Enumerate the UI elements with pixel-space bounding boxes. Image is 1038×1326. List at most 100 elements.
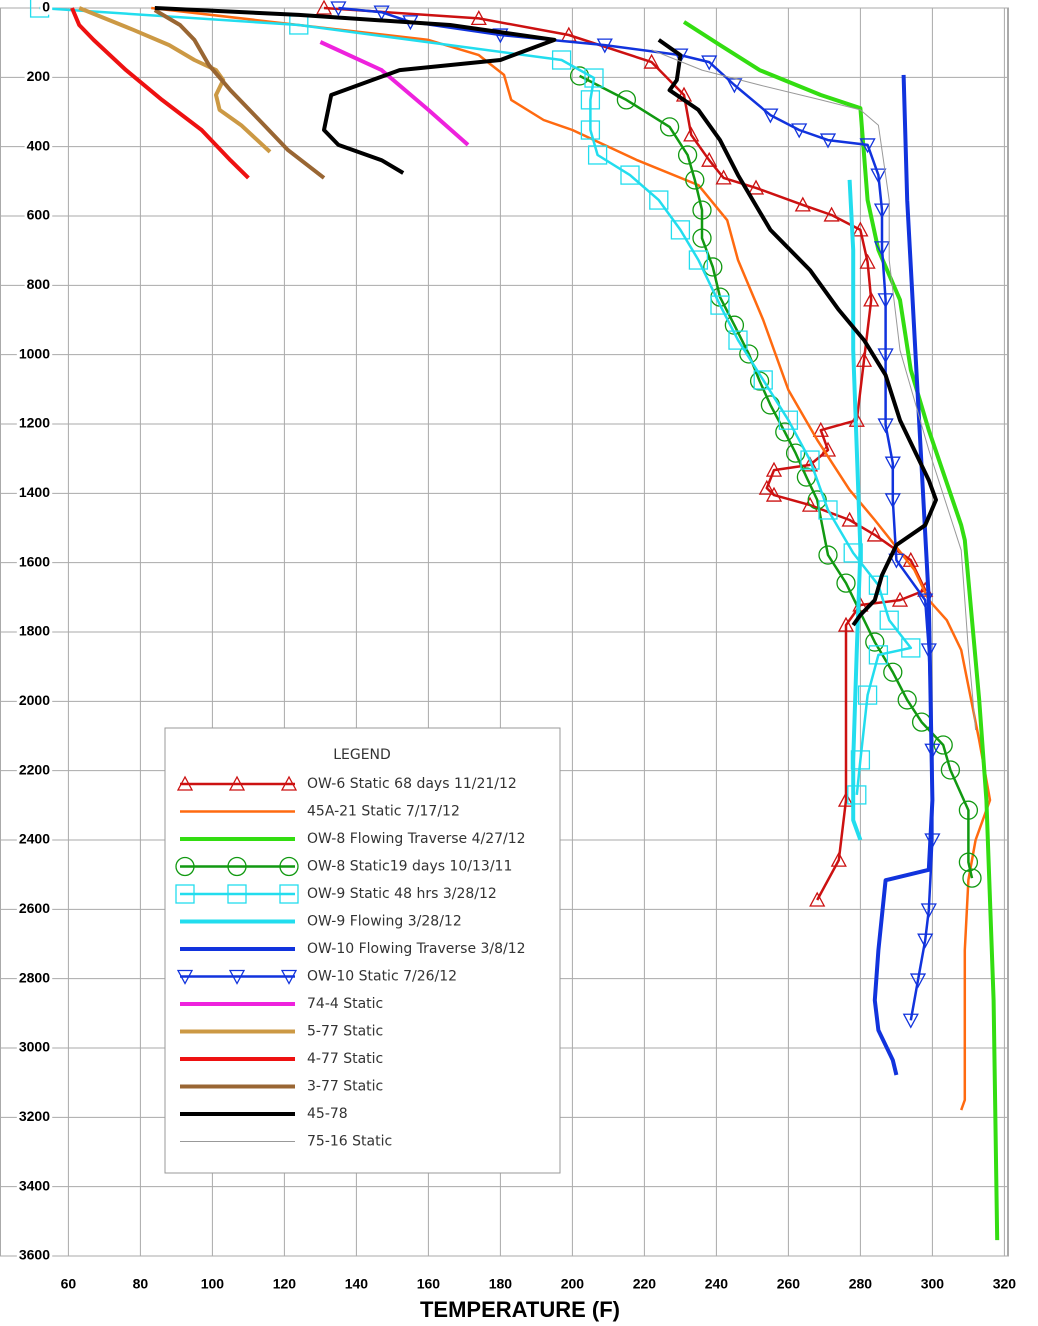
y-tick-label: 2200 [19,761,50,777]
marker [685,170,705,190]
y-tick-label: 600 [27,207,51,223]
marker [672,48,689,64]
marker [924,833,941,849]
marker [620,165,640,185]
marker [924,743,941,759]
marker [902,1013,919,1029]
y-tick-label-bg [16,484,53,501]
marker [587,145,608,165]
marker [836,573,856,593]
marker [819,133,837,149]
marker [879,610,899,630]
marker [859,138,876,154]
y-tick-label-bg [16,414,53,431]
marker [279,884,299,904]
legend-label: OW-10 Static 7/26/12 [307,969,457,985]
marker [227,884,247,904]
marker [279,856,299,877]
marker [933,735,953,755]
marker [884,493,901,509]
marker [962,868,982,888]
marker [584,68,604,88]
legend-label: OW-6 Static 68 days 11/21/12 [307,776,517,792]
marker [753,370,773,390]
y-tick-label-bg [16,969,53,986]
y-tick-label: 2600 [19,900,50,916]
x-tick-label: 240 [705,1276,729,1292]
marker [659,117,680,137]
marker [649,190,669,210]
marker [940,760,961,780]
marker [643,53,660,69]
series-line [872,74,935,1076]
y-tick-label-bg [16,1177,53,1194]
marker [762,108,779,124]
marker [492,28,509,44]
y-tick-label: 2800 [19,969,50,985]
series-line [651,49,977,731]
marker [280,969,298,985]
series-line [154,6,938,627]
marker [688,250,709,270]
marker [909,973,927,989]
x-tick-label: 100 [201,1276,225,1292]
marker [778,410,799,430]
series-line [39,6,913,796]
series-line [70,7,250,180]
y-tick-label-bg [16,692,53,709]
marker [315,0,333,15]
marker [852,221,869,237]
y-tick-label: 1600 [19,553,50,569]
legend-label: OW-9 Flowing 3/28/12 [307,914,462,930]
marker [703,257,723,277]
marker [175,884,195,904]
y-tick-label: 800 [27,276,51,292]
y-tick-label-bg [16,622,53,639]
marker [877,418,894,434]
y-tick-label: 400 [27,137,51,153]
marker [801,496,819,512]
y-tick-label-bg [16,900,53,917]
marker [865,632,885,652]
y-tick-label: 1200 [19,415,50,431]
marker [837,616,855,632]
legend-label: OW-8 Flowing Traverse 4/27/12 [307,831,526,847]
marker [920,903,937,919]
x-tick-label: 180 [489,1276,513,1292]
y-tick-label-bg [24,68,53,85]
marker [917,933,934,949]
marker [837,791,855,807]
marker [701,151,718,167]
marker [765,461,783,477]
marker [818,545,838,565]
y-tick-label-bg [24,276,53,293]
x-tick-label: 80 [133,1276,149,1292]
marker [791,123,808,139]
marker [812,421,829,437]
marker [841,511,858,527]
marker [888,553,905,569]
marker [692,200,712,220]
legend-title: LEGEND [333,747,391,763]
y-tick-label-bg [24,206,53,223]
marker [917,593,934,609]
legend-label: 74-4 Static [307,996,383,1012]
marker [683,126,700,142]
series-line [847,179,863,841]
marker [823,206,840,222]
marker [818,500,838,520]
x-axis-title: TEMPERATURE (F) [420,1297,620,1322]
marker [596,38,613,54]
marker [920,643,937,659]
series-line [682,20,1000,1241]
legend-label: OW-9 Static 48 hrs 3/28/12 [307,886,497,902]
y-tick-label: 0 [42,0,50,15]
marker [873,241,891,257]
legend-label: 45A-21 Static 7/17/12 [307,804,460,820]
marker [859,253,876,269]
marker [765,486,783,502]
y-tick-label-bg [16,1246,53,1263]
legend-label: 4-77 Static [307,1051,383,1067]
y-tick-label-bg [16,1038,53,1055]
